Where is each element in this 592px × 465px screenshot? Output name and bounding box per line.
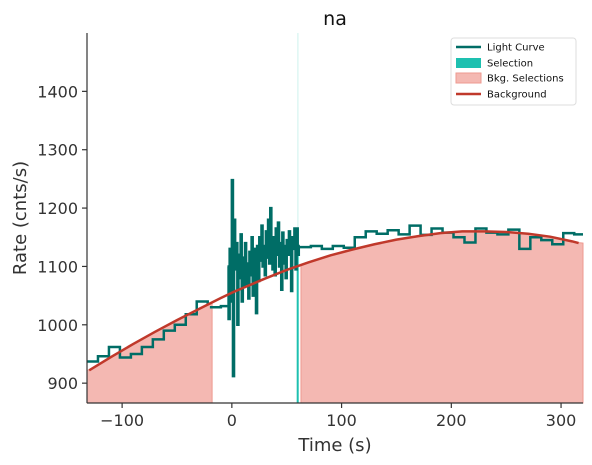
light-curve-segment-4 [299, 224, 583, 251]
legend-label-bkg-selections: Bkg. Selections [487, 74, 564, 85]
selection-band-rect [297, 33, 299, 403]
y-tick-label: 1100 [37, 257, 78, 276]
legend-item-light-curve: Light Curve [456, 43, 545, 54]
x-tick-label: −100 [100, 411, 144, 430]
y-ticks: 900 1000 1100 1200 1300 1400 [37, 82, 87, 393]
x-tick-label: 100 [326, 411, 357, 430]
legend-swatch-bkg-selections [455, 72, 482, 84]
selection-band [296, 33, 299, 403]
plot-area [86, 33, 584, 404]
legend-item-background: Background [456, 90, 547, 101]
legend-item-bkg-selections: Bkg. Selections [455, 72, 564, 85]
y-axis-title: Rate (cnts/s) [10, 161, 31, 275]
bkg-selection-region-2 [300, 230, 584, 404]
x-axis-title: Time (s) [297, 435, 371, 456]
legend: Light Curve Selection Bkg. Selections Ba… [450, 37, 577, 106]
y-tick-label: 1300 [37, 141, 78, 160]
x-tick-label: 200 [436, 411, 467, 430]
bkg-selection-fills [86, 230, 584, 404]
y-tick-label: 900 [47, 374, 78, 393]
legend-label-selection: Selection [487, 59, 533, 70]
legend-frame [450, 37, 577, 106]
y-tick-label: 1200 [37, 199, 78, 218]
legend-swatch-selection [456, 58, 481, 68]
light-curve-segment-3 [227, 178, 301, 378]
light-curve-segment-2 [209, 304, 228, 309]
bkg-selection-region-1 [86, 301, 213, 404]
y-tick-label: 1000 [37, 316, 78, 335]
x-tick-label: 300 [546, 411, 577, 430]
chart-title: na [323, 8, 347, 30]
legend-label-light-curve: Light Curve [487, 43, 545, 54]
legend-item-selection: Selection [456, 58, 533, 70]
x-ticks: −100 0 100 200 300 [100, 403, 576, 430]
x-tick-label: 0 [227, 411, 237, 430]
legend-label-background: Background [487, 90, 547, 101]
background-series [88, 230, 579, 372]
y-tick-label: 1400 [37, 82, 78, 101]
background-curve [88, 230, 579, 372]
